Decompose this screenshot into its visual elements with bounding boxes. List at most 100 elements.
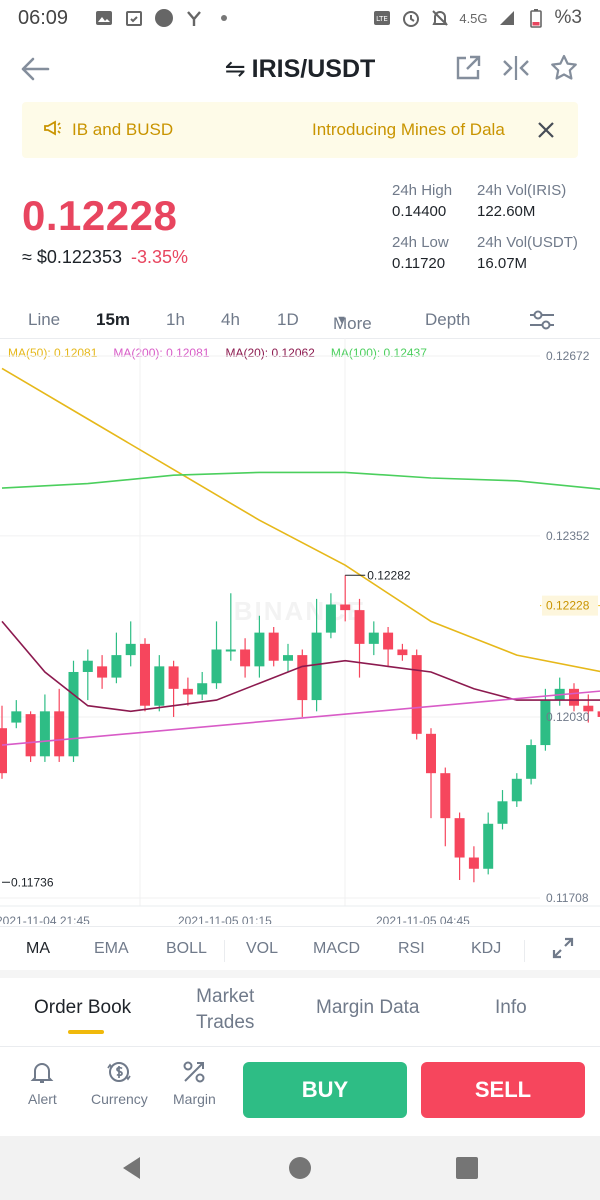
candle-body	[311, 632, 322, 701]
battery-level: %3	[554, 7, 582, 28]
margin-label: Margin	[173, 1091, 216, 1107]
percent-icon	[183, 1061, 205, 1083]
x-tick-label: 2021-11-05 04:45	[376, 914, 470, 924]
tab-1h[interactable]: 1h	[166, 310, 185, 329]
currency-button[interactable]: Currency	[91, 1059, 148, 1107]
candle-body	[240, 649, 251, 667]
candle-body	[497, 801, 508, 824]
ind-vol[interactable]: VOL	[246, 940, 279, 957]
external-link-button[interactable]	[452, 52, 484, 84]
status-bar: 06:09 LTE 4.5G %3	[0, 0, 600, 36]
banner-text-right: Introducing Mines of Dala	[312, 120, 505, 139]
indicator-tabs: MA EMA BOLL VOL MACD RSI KDJ	[0, 930, 600, 970]
alarm-icon	[401, 8, 421, 28]
candle-body	[411, 655, 422, 734]
tab-more-label: More	[333, 314, 372, 333]
stat-vol-base-label: 24h Vol(IRIS)	[477, 182, 567, 199]
tab-15m[interactable]: 15m	[96, 310, 131, 329]
close-banner-button[interactable]	[532, 116, 560, 144]
nav-home-button[interactable]	[286, 1154, 314, 1182]
megaphone-icon	[42, 118, 66, 143]
stat-high: 24h High 0.14400	[392, 182, 452, 220]
compare-button[interactable]	[500, 52, 532, 84]
stat-low-label: 24h Low	[392, 234, 449, 251]
candle-body	[97, 666, 108, 678]
buy-button[interactable]: BUY	[243, 1062, 407, 1118]
network-label: 4.5G	[459, 10, 488, 26]
candle-body	[511, 778, 522, 802]
ind-macd[interactable]: MACD	[313, 940, 361, 957]
x-tick-label: 2021-11-05 01:15	[178, 914, 272, 924]
fullscreen-button[interactable]	[552, 937, 574, 964]
indicator-separator	[524, 940, 525, 962]
photo-icon	[94, 8, 114, 28]
announcement-banner[interactable]: IB and BUSD Introducing Mines of Dala	[22, 102, 578, 158]
ma-line-ma20	[1, 620, 600, 713]
candle-body	[0, 728, 7, 774]
header: ⇋ IRIS/USDT	[0, 40, 600, 98]
stat-vol-base-value: 122.60M	[477, 203, 536, 220]
arrow-left-icon	[21, 57, 50, 81]
stat-low-value: 0.11720	[392, 255, 446, 272]
candle-body	[297, 655, 308, 701]
back-button[interactable]	[18, 52, 52, 86]
chart-settings-button[interactable]	[528, 308, 556, 332]
price-change: -3.35%	[130, 247, 189, 267]
margin-button[interactable]: Margin	[173, 1059, 216, 1107]
candle-body	[440, 773, 451, 819]
candle-body	[540, 700, 551, 746]
stat-high-value: 0.14400	[392, 203, 447, 220]
stat-vol-quote-value: 16.07M	[477, 255, 528, 272]
square-recents-icon	[456, 1157, 478, 1179]
interval-tabs: Line 15m 1h 4h 1D More ▼ Depth	[0, 306, 600, 334]
tab-market-trades-line1: Market	[196, 986, 255, 1007]
low-marker-label: 0.11736	[11, 875, 54, 889]
dot-icon	[214, 8, 234, 28]
candle-body	[125, 643, 136, 656]
currency-icon	[107, 1062, 132, 1082]
tab-4h[interactable]: 4h	[221, 310, 240, 329]
tab-margin-data[interactable]: Margin Data	[316, 997, 420, 1018]
sell-button[interactable]: SELL	[421, 1062, 585, 1118]
candle-body	[583, 705, 594, 712]
divider	[0, 338, 600, 339]
tab-order-book[interactable]: Order Book	[34, 997, 132, 1018]
nav-recents-button[interactable]	[453, 1154, 481, 1182]
current-price-label: 0.12228	[546, 599, 590, 613]
candlestick-chart[interactable]: BINANCE 0.12672 0.12352 0.12030 0.11708 2021-…	[0, 338, 600, 924]
ind-boll[interactable]: BOLL	[166, 940, 207, 957]
ind-ma[interactable]: MA	[26, 940, 50, 957]
candle-body	[111, 655, 122, 678]
y-tick-label: 0.12672	[546, 349, 590, 363]
ind-kdj[interactable]: KDJ	[471, 940, 502, 957]
caret-down-icon: ▼	[336, 314, 347, 326]
stat-vol-quote: 24h Vol(USDT) 16.07M	[477, 234, 578, 272]
tab-1d[interactable]: 1D	[277, 310, 299, 329]
candle-body	[154, 666, 165, 706]
tab-info[interactable]: Info	[495, 997, 527, 1018]
alert-button[interactable]: Alert	[28, 1059, 57, 1107]
candle-body	[526, 745, 537, 779]
candle-body	[454, 818, 465, 858]
nav-back-button[interactable]	[118, 1154, 146, 1182]
alert-label: Alert	[28, 1091, 57, 1107]
tab-market-trades[interactable]: Market Trades	[196, 984, 254, 1036]
candle-body	[11, 711, 22, 723]
tab-depth[interactable]: Depth	[425, 310, 471, 329]
battery-icon	[526, 8, 546, 28]
data-tabs: Order Book Market Trades Margin Data Inf…	[0, 980, 600, 1040]
pair-title[interactable]: ⇋ IRIS/USDT	[0, 54, 600, 84]
stat-low: 24h Low 0.11720	[392, 234, 449, 272]
signal-icon	[497, 8, 517, 28]
external-link-icon	[456, 55, 481, 80]
ind-ema[interactable]: EMA	[94, 940, 129, 957]
stat-vol-base: 24h Vol(IRIS) 122.60M	[477, 182, 566, 220]
ind-rsi[interactable]: RSI	[398, 940, 425, 957]
currency-label: Currency	[91, 1091, 148, 1107]
tab-line[interactable]: Line	[28, 310, 61, 329]
candle-body	[340, 604, 351, 611]
circle-icon	[154, 8, 174, 28]
circle-home-icon	[289, 1157, 311, 1179]
mute-icon	[430, 8, 450, 28]
favorite-button[interactable]	[548, 52, 580, 84]
